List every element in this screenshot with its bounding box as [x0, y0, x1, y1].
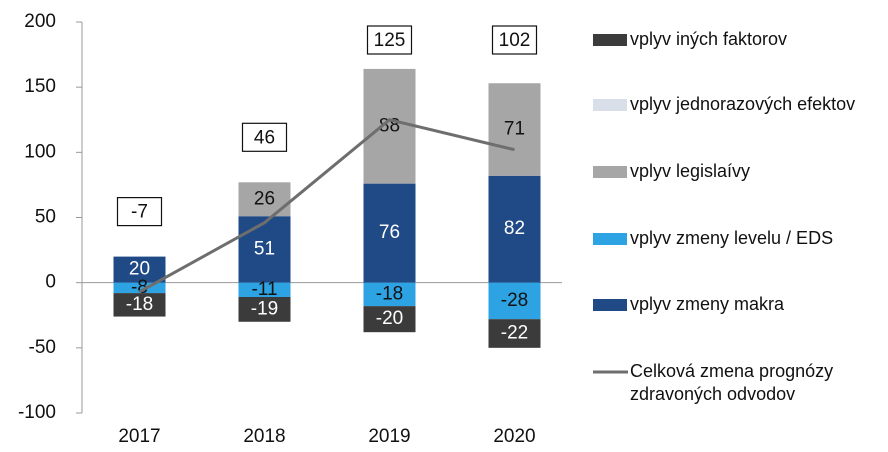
- legend-label: Celková zmena prognózy zdravoných odvodo…: [630, 361, 834, 404]
- y-tick-label: 0: [45, 272, 56, 293]
- data-label: 82: [504, 218, 525, 239]
- bar-segment: [238, 297, 291, 322]
- data-label: -18: [126, 294, 153, 315]
- total-label: 102: [499, 30, 531, 51]
- legend-label: vplyv jednorazových efektov: [630, 94, 856, 114]
- data-label: -19: [251, 298, 278, 319]
- y-tick-label: -50: [29, 337, 56, 358]
- legend-swatch: [593, 299, 627, 311]
- legend-label: vplyv iných faktorov: [630, 29, 788, 49]
- y-tick-label: -100: [18, 402, 56, 423]
- data-label: 71: [504, 119, 525, 140]
- bar-segment: [363, 282, 416, 307]
- x-tick-label: 2020: [493, 426, 535, 447]
- y-tick-label: 200: [24, 11, 56, 32]
- bar-segment: [488, 319, 541, 348]
- total-line: [138, 118, 515, 294]
- data-label: 76: [379, 222, 400, 243]
- data-label: 20: [129, 259, 150, 280]
- legend-swatch: [593, 233, 627, 245]
- legend-swatch: [593, 34, 627, 46]
- legend-label: vplyv zmeny makra: [630, 294, 785, 314]
- x-tick-label: 2018: [243, 426, 285, 447]
- legend-label: vplyv zmeny levelu / EDS: [630, 228, 834, 248]
- data-label: -20: [376, 308, 403, 329]
- total-box: [116, 197, 163, 227]
- bar-segment: [113, 256, 166, 283]
- y-tick-label: 150: [24, 76, 56, 97]
- legend-swatch: [593, 166, 627, 178]
- data-label: 26: [254, 188, 275, 209]
- total-box: [366, 25, 413, 55]
- bar-segment: [238, 216, 291, 283]
- data-label: -22: [501, 323, 528, 344]
- total-box: [241, 122, 288, 152]
- bar-segment: [488, 83, 541, 176]
- total-box: [491, 25, 538, 55]
- total-label: -7: [131, 202, 148, 223]
- y-tick-label: 100: [24, 141, 56, 162]
- bar-segment: [488, 282, 541, 320]
- total-label: 125: [374, 30, 406, 51]
- data-label: -28: [501, 290, 528, 311]
- data-label: -18: [376, 283, 403, 304]
- x-tick-label: 2019: [368, 426, 410, 447]
- bar-segment: [238, 182, 291, 217]
- legend-swatch: [593, 99, 627, 111]
- bar-segment: [113, 293, 166, 317]
- y-tick-label: 50: [35, 207, 56, 228]
- bar-segment: [488, 175, 541, 283]
- data-label: 51: [254, 238, 275, 259]
- x-tick-label: 2017: [118, 426, 160, 447]
- legend-label: vplyv legislaívy: [630, 161, 751, 181]
- total-label: 46: [254, 127, 275, 148]
- bar-segment: [363, 183, 416, 283]
- bar-segment: [363, 306, 416, 333]
- data-label: -11: [251, 279, 277, 300]
- bar-segment: [113, 282, 166, 294]
- bar-segment: [238, 282, 291, 298]
- data-label: -8: [131, 277, 148, 298]
- bar-segment: [363, 68, 416, 184]
